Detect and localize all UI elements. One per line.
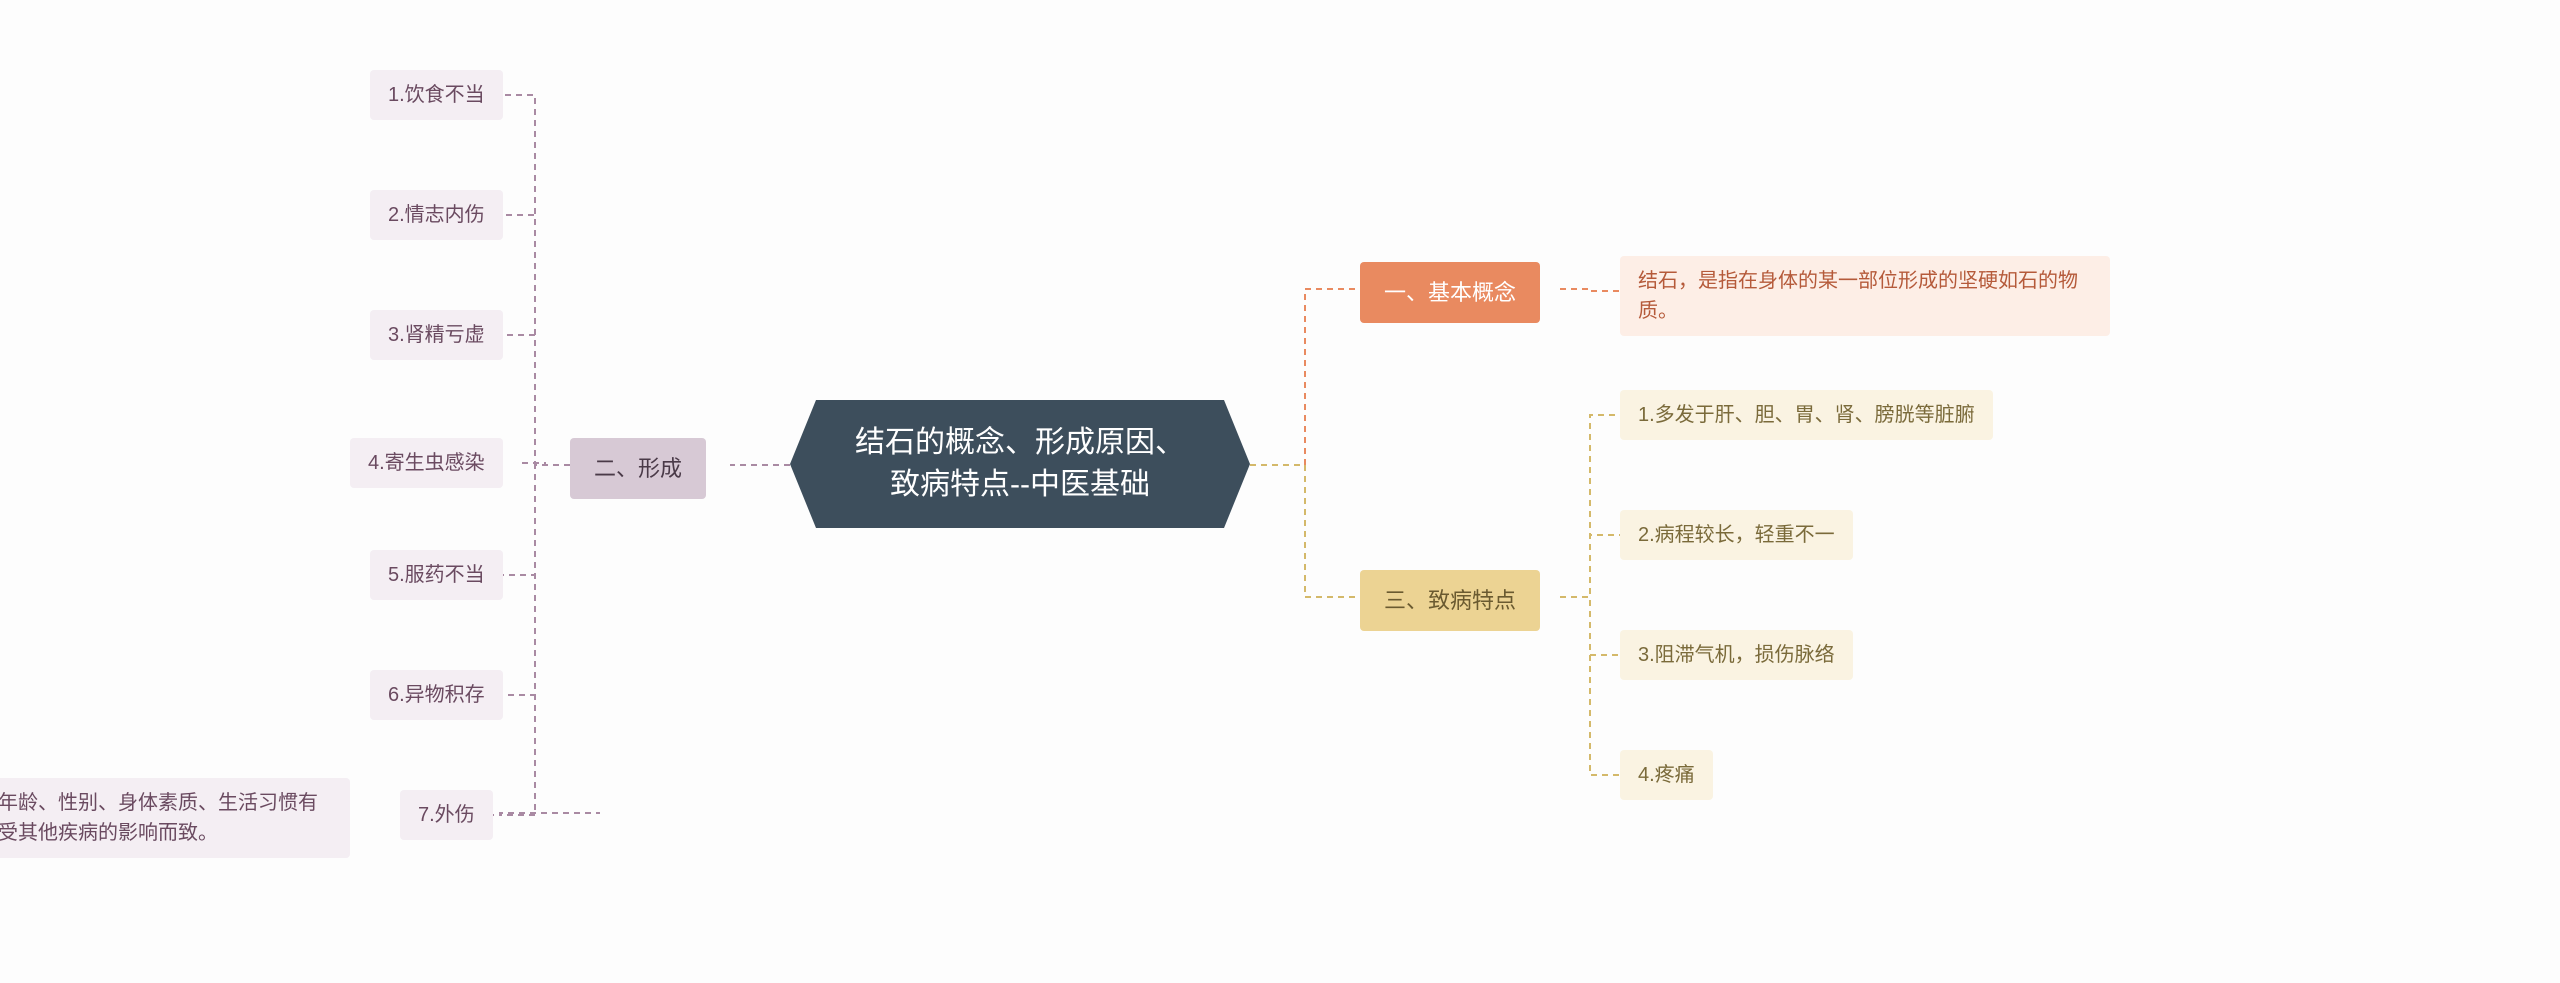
root-line2: 致病特点--中医基础 (890, 468, 1150, 501)
leaf-course-label: 2.病程较长，轻重不一 (1638, 524, 1835, 546)
leaf-pain: 4.疼痛 (1620, 750, 1713, 800)
leaf-extra-note: 另外，还与年龄、性别、身体素质、生活习惯有关，也可因受其他疾病的影响而致。 (0, 778, 350, 858)
branch-concept-label: 一、基本概念 (1384, 280, 1516, 305)
leaf-qi-label: 3.阻滞气机，损伤脉络 (1638, 644, 1835, 666)
leaf-emotion: 2.情志内伤 (370, 190, 503, 240)
leaf-organs: 1.多发于肝、胆、胃、肾、膀胱等脏腑 (1620, 390, 1993, 440)
leaf-trauma: 7.外伤 (400, 790, 493, 840)
branch-formation: 二、形成 (570, 438, 706, 499)
leaf-foreign-label: 6.异物积存 (388, 684, 485, 706)
branch-concept: 一、基本概念 (1360, 262, 1540, 323)
leaf-kidney-label: 3.肾精亏虚 (388, 324, 485, 346)
leaf-emotion-label: 2.情志内伤 (388, 204, 485, 226)
leaf-organs-label: 1.多发于肝、胆、胃、肾、膀胱等脏腑 (1638, 404, 1975, 426)
leaf-extra-note-label: 另外，还与年龄、性别、身体素质、生活习惯有关，也可因受其他疾病的影响而致。 (0, 792, 318, 844)
branch-formation-label: 二、形成 (594, 456, 682, 481)
root-line1: 结石的概念、形成原因、 (855, 426, 1185, 459)
leaf-medicine-label: 5.服药不当 (388, 564, 485, 586)
leaf-kidney: 3.肾精亏虚 (370, 310, 503, 360)
leaf-diet: 1.饮食不当 (370, 70, 503, 120)
connector-layer (0, 0, 2560, 983)
leaf-foreign: 6.异物积存 (370, 670, 503, 720)
root-node: 结石的概念、形成原因、 致病特点--中医基础 (790, 400, 1250, 528)
leaf-concept-def: 结石，是指在身体的某一部位形成的坚硬如石的物质。 (1620, 256, 2110, 336)
leaf-parasite: 4.寄生虫感染 (350, 438, 503, 488)
leaf-course: 2.病程较长，轻重不一 (1620, 510, 1853, 560)
leaf-medicine: 5.服药不当 (370, 550, 503, 600)
branch-pathogenic-label: 三、致病特点 (1384, 588, 1516, 613)
leaf-pain-label: 4.疼痛 (1638, 764, 1695, 786)
leaf-qi: 3.阻滞气机，损伤脉络 (1620, 630, 1853, 680)
branch-pathogenic: 三、致病特点 (1360, 570, 1540, 631)
leaf-diet-label: 1.饮食不当 (388, 84, 485, 106)
leaf-parasite-label: 4.寄生虫感染 (368, 452, 485, 474)
leaf-concept-def-label: 结石，是指在身体的某一部位形成的坚硬如石的物质。 (1638, 270, 2078, 322)
leaf-trauma-label: 7.外伤 (418, 804, 475, 826)
